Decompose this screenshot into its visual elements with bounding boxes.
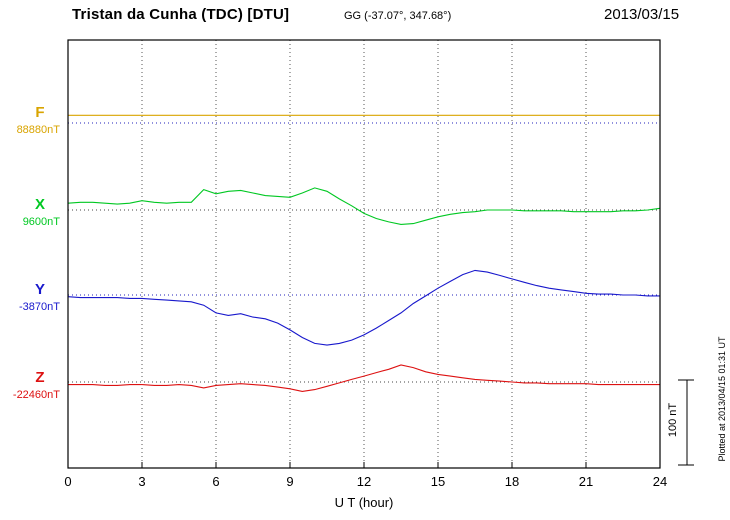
x-tick-label-15: 15 [430,474,446,489]
plot-date: 2013/03/15 [604,6,680,23]
plotted-at-note: Plotted at 2013/04/15 01:31 UT [717,336,727,462]
x-tick-label-18: 18 [504,474,520,489]
series-baseline-value-Z: -22460nT [12,389,60,401]
x-tick-label-3: 3 [138,474,146,489]
x-axis-label: U T (hour) [334,495,394,510]
x-tick-label-12: 12 [356,474,372,489]
geographic-coordinates: GG (-37.07°, 347.68°) [344,10,452,22]
series-letter-X: X [34,196,45,213]
trace-X [67,187,661,225]
x-tick-label-6: 6 [212,474,220,489]
series-letter-Y: Y [34,281,45,298]
x-tick-label-0: 0 [64,474,72,489]
scale-bar-label: 100 nT [667,402,679,438]
series-letter-Z: Z [35,369,45,386]
series-baseline-value-F: 88880nT [16,124,60,136]
x-tick-label-9: 9 [286,474,294,489]
series-letter-F: F [35,104,45,121]
series-baseline-value-Y: -3870nT [19,301,60,313]
trace-Y [67,269,660,346]
x-tick-label-21: 21 [578,474,594,489]
station-title: Tristan da Cunha (TDC) [DTU] [72,6,290,23]
x-tick-label-24: 24 [652,474,668,489]
series-baseline-value-X: 9600nT [22,216,60,228]
trace-Z [68,364,660,392]
